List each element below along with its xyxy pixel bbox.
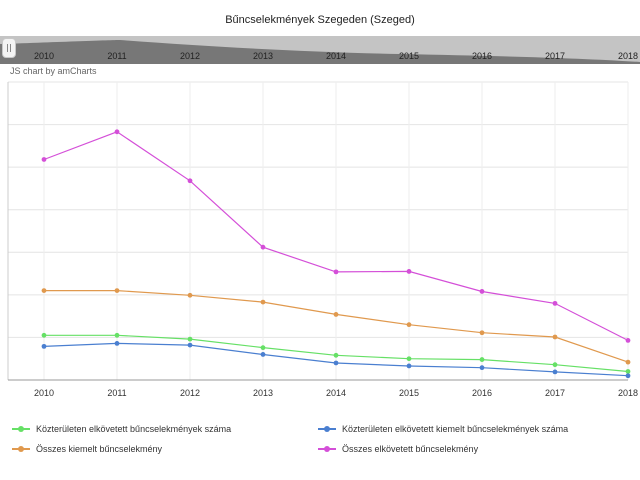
x-tick-label: 2017 (545, 388, 565, 398)
data-point (333, 360, 339, 366)
legend-label: Összes kiemelt bűncselekmény (36, 444, 163, 454)
x-tick-label: 2015 (399, 388, 419, 398)
data-point (187, 342, 193, 348)
data-point (625, 373, 631, 379)
data-point (260, 244, 266, 250)
legend-marker (12, 424, 30, 434)
chart-scrollbar[interactable]: 2010 2011 2012 2013 2014 2015 2016 2017 2018 (0, 36, 640, 64)
data-point (114, 340, 120, 346)
data-point (479, 365, 485, 371)
chart-title: Bűncselekmények Szegeden (Szeged) (225, 14, 415, 26)
legend-item-kozterulet-kiemelt[interactable]: Közterületen elkövetett kiemelt bűncsele… (318, 422, 568, 436)
data-point (260, 352, 266, 357)
legend-label: Közterületen elkövetett bűncselekmények … (36, 424, 232, 434)
data-point (260, 299, 266, 305)
data-point (41, 343, 47, 349)
x-tick-label: 2010 (34, 388, 54, 398)
legend-label: Összes elkövetett bűncselekmény (342, 444, 479, 454)
data-point (114, 129, 120, 135)
amcharts-credit[interactable]: JS chart by amCharts (10, 66, 97, 76)
scrollbar-year-label: 2011 (107, 51, 126, 61)
data-point (625, 338, 631, 343)
legend-marker (318, 424, 336, 434)
x-tick-label: 2011 (107, 388, 126, 398)
scrollbar-year-label: 2013 (253, 51, 273, 61)
data-point (41, 288, 47, 293)
x-tick-label: 2012 (180, 388, 200, 398)
legend-marker (12, 444, 30, 454)
data-point (406, 363, 412, 369)
data-point (479, 330, 485, 336)
legend-label: Közterületen elkövetett kiemelt bűncsele… (342, 424, 569, 434)
legend-item-osszes-elkovetett[interactable]: Összes elkövetett bűncselekmény (318, 442, 478, 456)
data-point (187, 178, 193, 184)
data-point (187, 336, 193, 342)
x-tick-label: 2018 (618, 388, 638, 398)
legend: Közterületen elkövetett bűncselekmények … (0, 412, 640, 472)
x-tick-label: 2013 (253, 388, 273, 398)
data-point (552, 300, 558, 306)
data-point (114, 332, 120, 338)
x-tick-label: 2016 (472, 388, 492, 398)
scrollbar-preview (0, 36, 640, 64)
data-point (552, 369, 558, 375)
scrollbar-year-label: 2017 (545, 51, 565, 61)
scrollbar-year-label: 2018 (618, 51, 638, 61)
data-point (406, 269, 412, 274)
data-point (406, 322, 412, 328)
data-point (187, 292, 193, 298)
data-point (552, 362, 558, 368)
legend-item-kozterulet[interactable]: Közterületen elkövetett bűncselekmények … (12, 422, 231, 436)
data-point (552, 334, 558, 340)
data-point (625, 359, 631, 365)
data-point (41, 157, 47, 162)
x-tick-label: 2014 (326, 388, 346, 398)
data-point (625, 369, 631, 374)
data-point (333, 269, 339, 275)
data-point (479, 357, 485, 362)
scrollbar-year-label: 2016 (472, 51, 492, 61)
line-chart: 2010 2011 2012 2013 2014 2015 2016 2017 2018 (7, 81, 638, 398)
data-point (260, 345, 266, 351)
scrollbar-left-handle[interactable] (2, 38, 16, 58)
data-point (333, 312, 339, 317)
data-point (114, 288, 120, 293)
data-point (41, 332, 47, 338)
data-point (479, 289, 485, 294)
legend-marker (318, 444, 336, 454)
data-point (406, 356, 412, 362)
scrollbar-year-labels: 2010 2011 2012 2013 2014 2015 2016 2017 2018 (34, 51, 638, 61)
scrollbar-year-label: 2012 (180, 51, 200, 61)
scrollbar-year-label: 2014 (326, 51, 346, 61)
scrollbar-year-label: 2015 (399, 51, 419, 61)
scrollbar-year-label: 2010 (34, 51, 54, 61)
data-point (333, 352, 339, 358)
legend-item-osszes-kiemelt[interactable]: Összes kiemelt bűncselekmény (12, 442, 162, 456)
